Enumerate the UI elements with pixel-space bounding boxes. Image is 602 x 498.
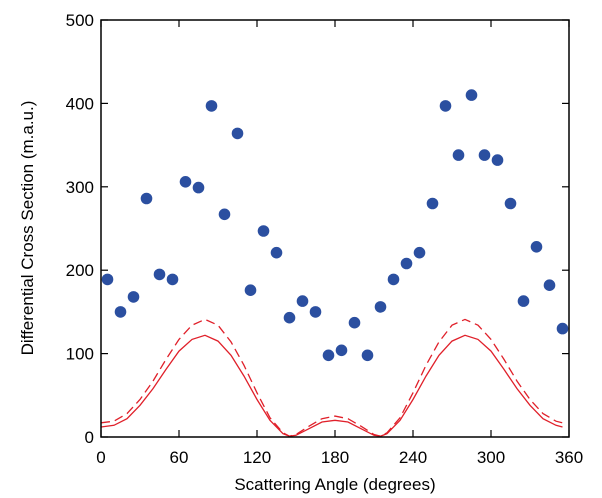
y-tick-label: 500 [66, 11, 94, 30]
data-point [127, 291, 140, 303]
data-point [114, 306, 127, 318]
data-point [218, 208, 231, 221]
data-point [283, 311, 296, 324]
data-point [478, 149, 491, 161]
data-point [153, 268, 166, 281]
y-tick-label: 200 [66, 261, 94, 280]
data-point [426, 197, 439, 210]
data-point [517, 295, 530, 307]
ticks-layer: 0 60 120 180 240 300 360 0 100 200 300 400 500 [66, 11, 584, 467]
y-tick-label: 400 [66, 94, 94, 113]
x-axis-title: Scattering Angle (degrees) [234, 475, 435, 494]
data-point [101, 273, 114, 286]
data-point [192, 181, 205, 194]
data-point [335, 344, 348, 357]
data-point [348, 316, 361, 329]
data-point [439, 100, 452, 112]
data-point [270, 246, 283, 259]
data-point [361, 349, 374, 362]
data-point [504, 197, 517, 210]
data-point [166, 273, 179, 286]
data-point [257, 225, 270, 237]
data-point [556, 322, 569, 335]
data-point [491, 154, 504, 166]
plot-frame [100, 19, 570, 438]
data-point [231, 127, 244, 140]
x-tick-label: 0 [96, 448, 105, 467]
dashed-curve [100, 318, 563, 437]
data-point [387, 273, 400, 286]
x-tick-label: 60 [170, 448, 189, 467]
data-point [179, 176, 192, 188]
y-axis-title: Differential Cross Section (m.a.u.) [18, 101, 37, 356]
x-tick-label: 360 [555, 448, 583, 467]
data-point [452, 149, 465, 161]
x-tick-label: 120 [243, 448, 271, 467]
data-point [309, 306, 322, 318]
data-point [465, 89, 478, 101]
data-point [322, 349, 335, 362]
x-tick-label: 240 [399, 448, 427, 467]
data-point [530, 241, 543, 253]
data-point [205, 100, 218, 112]
x-tick-label: 180 [321, 448, 349, 467]
data-point [140, 192, 153, 205]
y-tick-label: 100 [66, 345, 94, 364]
y-tick-label: 0 [85, 428, 94, 447]
solid-curve [100, 334, 563, 437]
data-point [413, 246, 426, 259]
points-layer [101, 89, 569, 362]
data-point [244, 284, 257, 297]
y-tick-label: 300 [66, 178, 94, 197]
curves-layer [100, 318, 563, 437]
data-point [543, 279, 556, 292]
data-point [400, 257, 413, 270]
data-point [374, 301, 387, 313]
data-point [296, 295, 309, 307]
x-tick-label: 300 [477, 448, 505, 467]
